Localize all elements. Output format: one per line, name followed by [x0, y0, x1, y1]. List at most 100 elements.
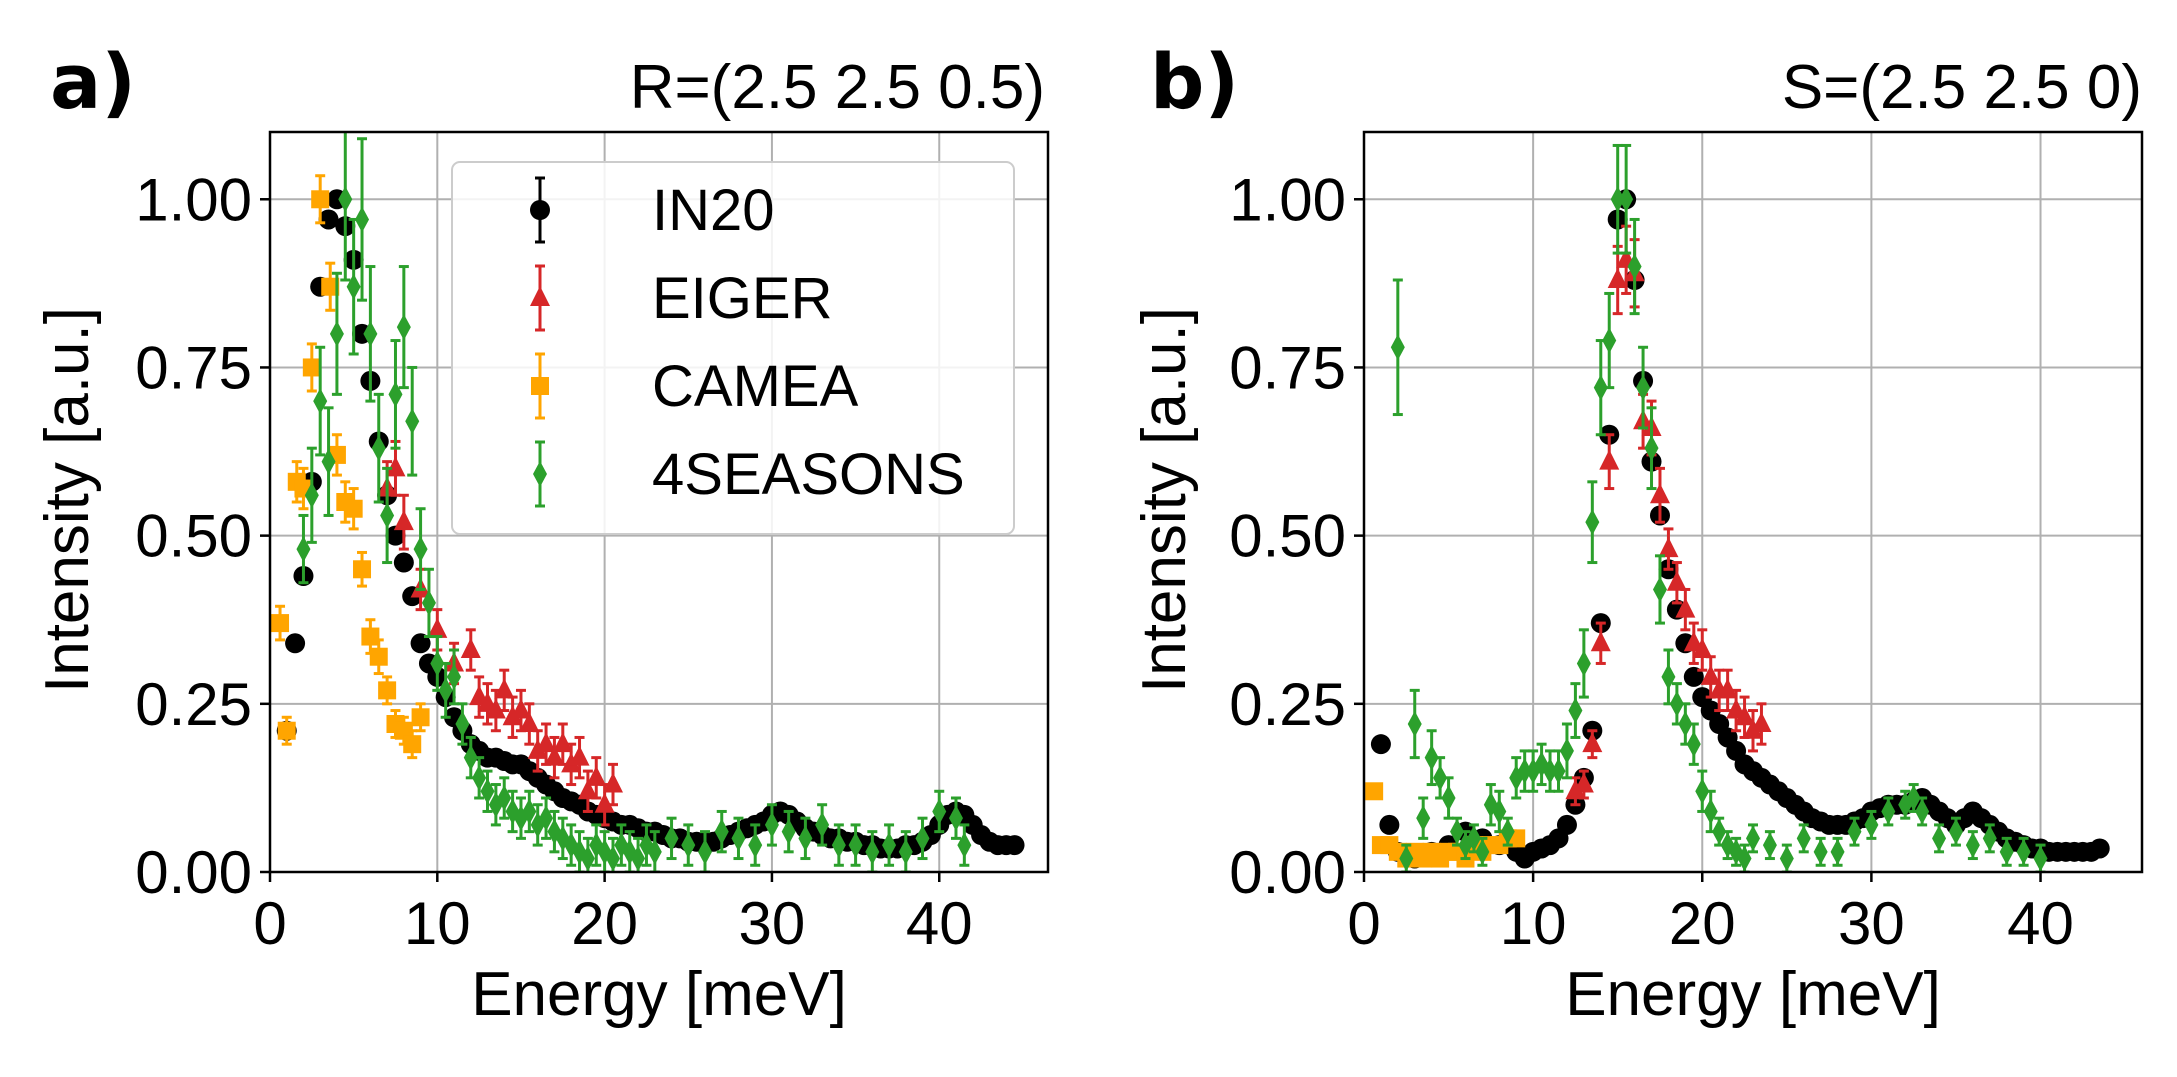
data-point: [296, 536, 311, 563]
data-point: [385, 525, 406, 546]
data-point: [438, 677, 453, 704]
panel-a-title: R=(2.5 2.5 0.5): [630, 53, 1045, 122]
data-point: [1602, 327, 1617, 354]
data-point: [396, 314, 411, 341]
legend-entry-4seasons: 4SEASONS: [533, 440, 965, 508]
panel-b-y-axis-label: Intensity [a.u.]: [1130, 307, 1199, 693]
data-point: [447, 663, 462, 690]
data-point: [1965, 832, 1980, 859]
data-point: [1556, 814, 1577, 835]
x-tick-label: 10: [1500, 890, 1567, 957]
data-point: [1559, 737, 1574, 764]
data-point: [561, 752, 582, 773]
legend-entry-in20: IN20: [530, 176, 775, 244]
data-point: [1517, 758, 1532, 785]
data-point: [1585, 509, 1600, 536]
data-point: [1543, 758, 1558, 785]
legend-label: IN20: [652, 178, 775, 243]
data-point: [577, 779, 598, 800]
data-point: [494, 678, 515, 699]
data-point: [1746, 825, 1760, 852]
data-point: [1649, 483, 1670, 504]
data-point: [460, 638, 481, 658]
data-point: [455, 711, 470, 737]
data-point: [1607, 268, 1628, 288]
data-point: [1636, 374, 1651, 401]
data-point: [361, 627, 380, 646]
data-point: [602, 772, 623, 793]
legend-label: EIGER: [652, 266, 833, 331]
data-point: [1576, 650, 1591, 677]
data-point: [1717, 678, 1738, 699]
data-point: [2016, 838, 2031, 865]
y-tick-label: 0.75: [1229, 334, 1346, 401]
data-point: [378, 681, 397, 700]
data-point: [1627, 253, 1642, 280]
data-point: [1593, 374, 1608, 401]
x-tick-label: 30: [1838, 890, 1905, 957]
data-point: [1390, 334, 1405, 361]
data-point: [1652, 576, 1667, 603]
data-point: [355, 206, 370, 233]
panel-b-title: S=(2.5 2.5 0): [1782, 53, 2142, 122]
data-point: [898, 838, 913, 865]
data-point: [1779, 845, 1794, 872]
data-point: [1610, 186, 1625, 213]
data-point: [1675, 597, 1696, 618]
data-point: [1475, 838, 1490, 865]
y-tick-label: 0.00: [135, 839, 252, 906]
data-point: [932, 798, 947, 825]
panel-b-label: b): [1150, 37, 1239, 126]
data-point: [1703, 798, 1718, 825]
y-tick-label: 0.50: [1229, 503, 1346, 570]
data-point: [1743, 718, 1763, 739]
legend-label: CAMEA: [652, 354, 859, 419]
x-tick-label: 20: [1669, 890, 1736, 957]
data-point: [311, 190, 330, 209]
legend-entry-camea: CAMEA: [531, 352, 859, 420]
data-point: [1796, 825, 1811, 852]
data-point: [1441, 785, 1456, 811]
data-point: [815, 811, 830, 838]
data-point: [427, 617, 448, 638]
panel-a: a) R=(2.5 2.5 0.5) Energy [meV] Intensit…: [33, 37, 1050, 1029]
data-layer: [1365, 143, 2110, 872]
x-tick-label: 40: [906, 890, 973, 957]
data-point: [321, 277, 340, 296]
x-tick-label: 0: [1347, 890, 1380, 957]
data-point: [1686, 731, 1701, 758]
data-point: [321, 448, 336, 475]
data-point: [831, 832, 846, 859]
data-point: [285, 633, 306, 654]
data-point: [527, 738, 548, 759]
data-point: [1582, 732, 1603, 753]
legend-box: [451, 161, 1015, 535]
data-point: [536, 732, 557, 753]
legend-marker: [531, 377, 549, 395]
data-point: [1399, 845, 1414, 872]
data-point: [318, 209, 339, 230]
x-tick-label: 30: [739, 890, 806, 957]
data-point: [1551, 758, 1566, 785]
data-point: [1379, 814, 1400, 835]
y-tick-label: 0.25: [135, 671, 252, 738]
data-point: [2089, 838, 2110, 859]
data-point: [363, 320, 378, 347]
data-point: [1599, 449, 1620, 470]
data-point: [1590, 631, 1611, 652]
y-tick-label: 0.25: [1229, 671, 1346, 738]
y-tick-label: 0.00: [1229, 839, 1346, 906]
y-tick-label: 1.00: [135, 166, 252, 233]
panel-a-x-axis-label: Energy [meV]: [471, 960, 847, 1029]
panel-a-y-axis-label: Intensity [a.u.]: [33, 307, 102, 693]
data-point: [510, 698, 531, 719]
data-point: [586, 765, 607, 786]
data-point: [1669, 690, 1684, 717]
data-layer: [271, 132, 1025, 872]
y-tick-label: 1.00: [1229, 166, 1346, 233]
data-point: [714, 818, 729, 845]
data-point: [393, 552, 414, 573]
data-point: [463, 744, 478, 771]
data-point: [393, 510, 414, 531]
